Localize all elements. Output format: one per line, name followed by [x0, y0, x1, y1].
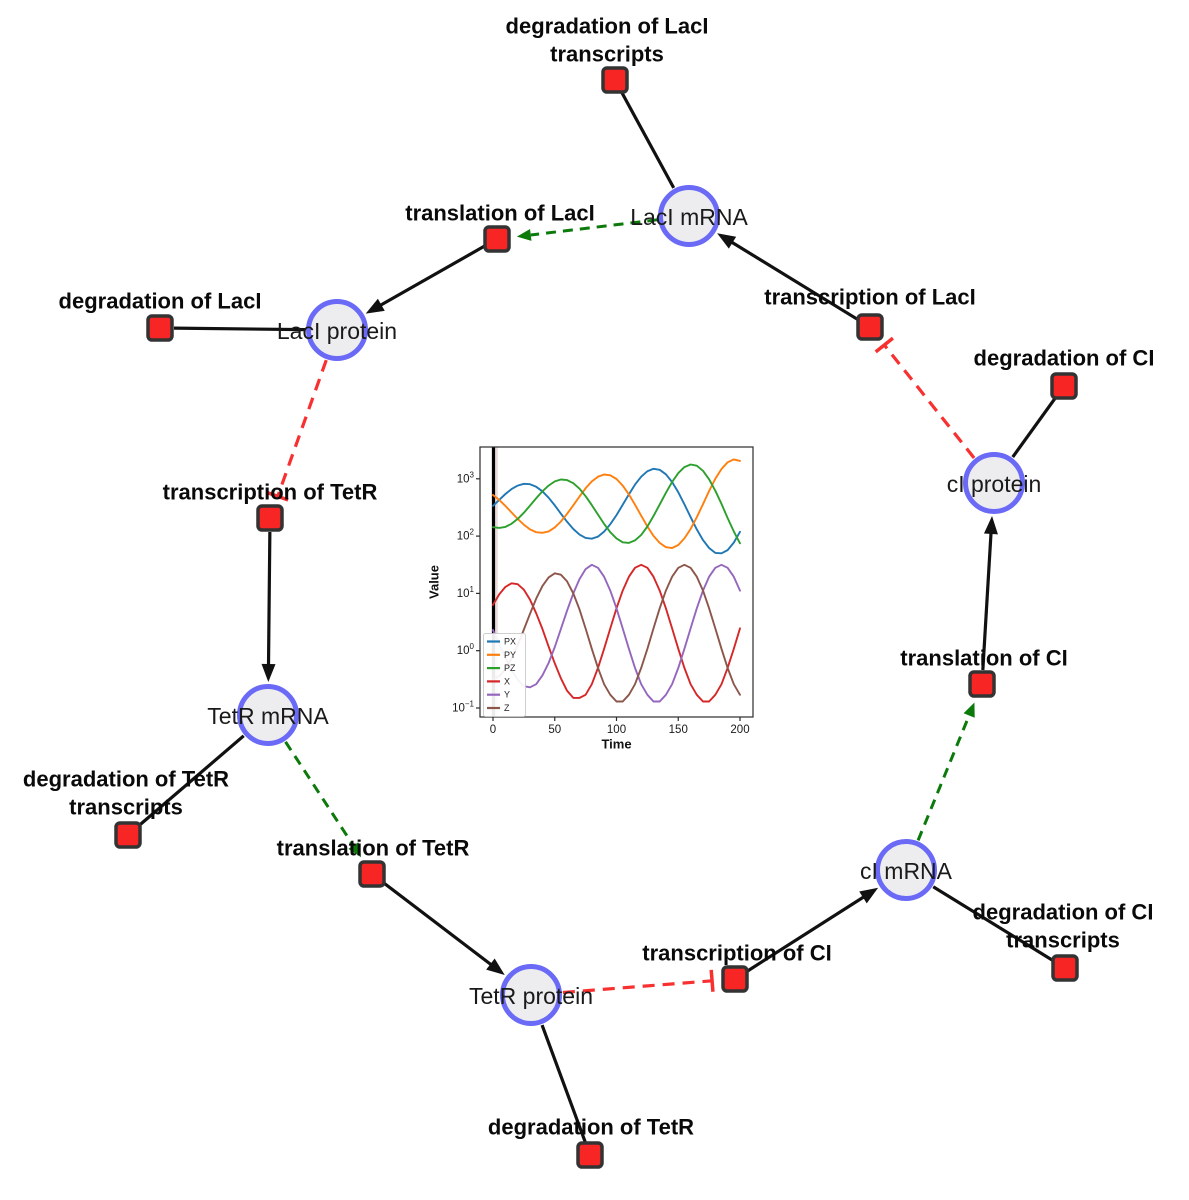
reaction-node-deg-laci[interactable]	[146, 314, 174, 342]
species-node-laci-protein[interactable]	[306, 299, 368, 361]
labels-layer: LacI mRNA LacI protein TetR mRNA TetR prote…	[23, 14, 1155, 1140]
reaction-node-deg-ci[interactable]	[1050, 372, 1078, 400]
species-label-ci-mrna: cI mRNA	[860, 858, 953, 884]
edge-arrow-translation-tetr-tetr-protein	[382, 881, 505, 976]
edge-line-ci-protein-deg-ci	[1011, 396, 1058, 458]
reaction-label-deg-tetr: degradation of TetR	[488, 1115, 694, 1140]
series-PX	[492, 467, 741, 555]
inset-plot: 0 50 100 150 20010−1100101102103TimeValuePXP…	[427, 446, 754, 752]
edge-catalysis-ci-mrna-translation-ci	[916, 702, 975, 841]
reaction-node-deg-laci-transcripts[interactable]	[601, 66, 629, 94]
legend: PX PY PZ XYZ	[483, 633, 526, 717]
x-tick-label-0: 0	[490, 724, 496, 736]
reaction-label-deg-laci: degradation of LacI	[59, 289, 262, 314]
species-label-tetr-protein: TetR protein	[469, 983, 593, 1009]
species-label-tetr-mrna: TetR mRNA	[207, 703, 329, 729]
series-Z	[492, 563, 741, 703]
edge-catalysis-laci-mrna-translation-laci	[516, 218, 658, 241]
edge-catalysis-tetr-mrna-translation-tetr	[284, 740, 362, 858]
species-label-laci-mrna: LacI mRNA	[630, 204, 748, 230]
edge-arrow-transcription-ci-ci-mrna	[745, 887, 879, 973]
legend-label-Y: Y	[504, 690, 510, 700]
edges-layer	[137, 91, 1058, 1143]
species-label-laci-protein: LacI protein	[277, 318, 397, 344]
reaction-node-deg-tetr[interactable]	[576, 1141, 604, 1169]
legend-label-X: X	[504, 676, 510, 686]
y-tick-label-10^-1: 10−1	[452, 700, 474, 715]
y-tick-label-10^3: 103	[457, 470, 475, 485]
species-node-ci-mrna[interactable]	[875, 839, 937, 901]
x-tick-label-150: 150	[669, 724, 688, 736]
species-node-tetr-mrna[interactable]	[237, 684, 299, 746]
edge-line-tetr-mrna-deg-tetr-transcripts	[137, 734, 245, 828]
reaction-label-deg-tetr-transcripts: degradation of TetR	[23, 767, 229, 792]
reaction-label-deg-tetr-transcripts-line2: transcripts	[69, 795, 183, 820]
reaction-node-deg-ci-transcripts[interactable]	[1051, 954, 1079, 982]
reaction-label-deg-laci-transcripts: degradation of LacI	[506, 14, 709, 39]
reaction-label-translation-laci: translation of LacI	[405, 201, 594, 226]
x-axis-label: Time	[601, 737, 631, 752]
reaction-label-transcription-tetr: transcription of TetR	[163, 480, 378, 505]
edge-arrow-translation-laci-laci-protein	[365, 244, 486, 314]
edge-inhibition-tetr-protein-transcription-ci	[562, 969, 715, 995]
series-Y	[492, 563, 741, 703]
legend-label-PX: PX	[504, 637, 516, 647]
edge-inhibition-ci-protein-transcription-laci	[874, 336, 976, 459]
edge-line-tetr-protein-deg-tetr	[540, 1024, 587, 1143]
species-node-laci-mrna[interactable]	[658, 185, 720, 247]
reaction-node-translation-laci[interactable]	[483, 225, 511, 253]
reactions-layer	[114, 66, 1079, 1169]
x-tick-label-100: 100	[607, 724, 626, 736]
edge-line-ci-mrna-deg-ci-transcripts	[932, 885, 1054, 963]
reaction-label-deg-ci-transcripts: degradation of CI	[973, 900, 1154, 925]
reaction-label-translation-tetr: translation of TetR	[277, 836, 470, 861]
reaction-node-translation-ci[interactable]	[968, 670, 996, 698]
species-layer	[237, 185, 1025, 1026]
reaction-label-deg-ci-transcripts-line2: transcripts	[1006, 928, 1120, 953]
reaction-label-transcription-ci: transcription of CI	[642, 941, 831, 966]
reaction-label-translation-ci: translation of CI	[900, 646, 1067, 671]
species-node-ci-protein[interactable]	[963, 452, 1025, 514]
legend-label-PY: PY	[504, 650, 516, 660]
x-tick-label-200: 200	[730, 724, 749, 736]
edge-line-laci-mrna-deg-laci-transcripts	[620, 91, 676, 189]
legend-label-PZ: PZ	[504, 663, 516, 673]
species-node-tetr-protein[interactable]	[500, 964, 562, 1026]
edge-line-laci-protein-deg-laci	[173, 326, 306, 332]
edge-arrow-translation-ci-ci-protein	[981, 515, 998, 671]
species-label-ci-protein: cI protein	[947, 471, 1042, 497]
edge-inhibition-laci-protein-transcription-tetr	[266, 359, 328, 502]
y-axis-label: Value	[427, 565, 442, 599]
edge-arrow-transcription-laci-laci-mrna	[717, 233, 859, 322]
x-tick-label-50: 50	[548, 724, 561, 736]
series-PZ	[492, 463, 741, 545]
reaction-label-transcription-laci: transcription of LacI	[764, 285, 975, 310]
legend-label-Z: Z	[504, 703, 510, 713]
series-X	[492, 563, 741, 703]
series-layer	[492, 458, 741, 703]
reaction-node-transcription-laci[interactable]	[856, 313, 884, 341]
y-tick-label-10^1: 101	[457, 585, 475, 600]
edge-arrow-transcription-tetr-tetr-mrna	[261, 531, 276, 683]
reaction-label-deg-ci: degradation of CI	[974, 346, 1155, 371]
reaction-label-deg-laci-transcripts-line2: transcripts	[550, 42, 664, 67]
series-PY	[492, 458, 741, 549]
reaction-node-transcription-tetr[interactable]	[256, 504, 284, 532]
reaction-node-translation-tetr[interactable]	[358, 860, 386, 888]
reaction-node-transcription-ci[interactable]	[721, 965, 749, 993]
y-tick-label-10^2: 102	[457, 528, 475, 543]
y-tick-label-10^0: 100	[457, 642, 475, 657]
reaction-node-deg-tetr-transcripts[interactable]	[114, 821, 142, 849]
